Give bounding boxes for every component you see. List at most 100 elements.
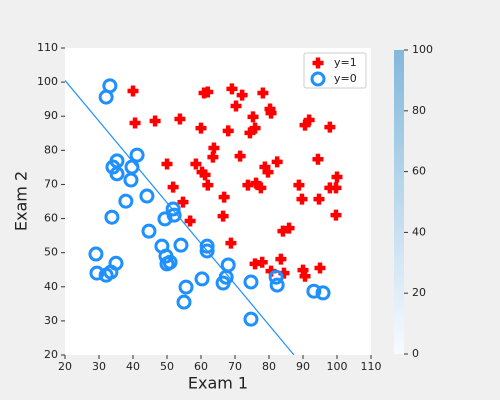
y-tick-label: 110 bbox=[37, 41, 58, 54]
point-circle bbox=[315, 285, 331, 301]
point-plus bbox=[161, 158, 173, 170]
point-plus bbox=[330, 209, 342, 221]
point-plus bbox=[313, 193, 325, 205]
point-circle bbox=[139, 188, 155, 204]
point-plus bbox=[202, 179, 214, 191]
x-tick-label: 100 bbox=[327, 360, 348, 373]
point-plus bbox=[190, 158, 202, 170]
point-plus bbox=[167, 181, 179, 193]
point-plus bbox=[303, 114, 315, 126]
y-tick-label: 100 bbox=[37, 75, 58, 88]
point-circle bbox=[173, 237, 189, 253]
y-tick-label: 20 bbox=[44, 348, 58, 361]
point-plus bbox=[127, 85, 139, 97]
point-circle bbox=[243, 311, 259, 327]
x-axis-label: Exam 1 bbox=[188, 374, 248, 393]
point-plus bbox=[217, 210, 229, 222]
x-tick-label: 110 bbox=[361, 360, 382, 373]
point-circle bbox=[141, 223, 157, 239]
point-plus bbox=[234, 150, 246, 162]
point-circle bbox=[89, 265, 105, 281]
point-plus bbox=[314, 262, 326, 274]
colorbar-tick-label: 80 bbox=[412, 104, 426, 117]
x-tick-label: 70 bbox=[228, 360, 242, 373]
point-plus bbox=[208, 142, 220, 154]
x-tick-label: 80 bbox=[262, 360, 276, 373]
point-circle bbox=[124, 159, 140, 175]
point-circle bbox=[220, 257, 236, 273]
y-axis-label: Exam 2 bbox=[12, 171, 31, 231]
y-tick-label: 60 bbox=[44, 212, 58, 225]
point-circle bbox=[102, 78, 118, 94]
x-tick-label: 90 bbox=[296, 360, 310, 373]
point-plus bbox=[230, 100, 242, 112]
point-plus bbox=[283, 222, 295, 234]
point-plus bbox=[202, 86, 214, 98]
point-plus bbox=[218, 191, 230, 203]
point-circle bbox=[269, 277, 285, 293]
point-plus bbox=[249, 122, 261, 134]
legend-marker bbox=[312, 57, 324, 69]
legend-marker bbox=[310, 71, 326, 87]
point-plus bbox=[331, 171, 343, 183]
x-tick-label: 20 bbox=[58, 360, 72, 373]
point-circle bbox=[176, 294, 192, 310]
colorbar-tick-label: 60 bbox=[412, 165, 426, 178]
legend-label: y=1 bbox=[334, 56, 357, 69]
x-tick-label: 30 bbox=[92, 360, 106, 373]
y-tick-label: 40 bbox=[44, 280, 58, 293]
point-circle bbox=[194, 271, 210, 287]
point-plus bbox=[184, 215, 196, 227]
point-circle bbox=[166, 207, 182, 223]
point-plus bbox=[257, 87, 269, 99]
point-plus bbox=[222, 125, 234, 137]
point-circle bbox=[108, 255, 124, 271]
point-circle bbox=[88, 246, 104, 262]
point-circle bbox=[104, 209, 120, 225]
y-tick-label: 80 bbox=[44, 143, 58, 156]
colorbar-tick-label: 0 bbox=[412, 347, 419, 360]
point-plus bbox=[149, 115, 161, 127]
point-plus bbox=[236, 89, 248, 101]
point-plus bbox=[195, 122, 207, 134]
point-plus bbox=[199, 169, 211, 181]
point-plus bbox=[255, 182, 267, 194]
point-circle bbox=[306, 283, 322, 299]
point-circle bbox=[268, 269, 284, 285]
point-plus bbox=[293, 179, 305, 191]
point-plus bbox=[299, 270, 311, 282]
point-plus bbox=[225, 237, 237, 249]
y-tick-label: 30 bbox=[44, 314, 58, 327]
point-plus bbox=[296, 193, 308, 205]
point-plus bbox=[247, 111, 259, 123]
y-tick-label: 90 bbox=[44, 109, 58, 122]
point-plus bbox=[174, 113, 186, 125]
colorbar-tick-label: 40 bbox=[412, 225, 426, 238]
y-tick-label: 70 bbox=[44, 177, 58, 190]
point-circle bbox=[165, 201, 181, 217]
point-plus bbox=[277, 225, 289, 237]
x-tick-label: 40 bbox=[126, 360, 140, 373]
point-plus bbox=[129, 117, 141, 129]
point-plus bbox=[262, 166, 274, 178]
point-circle bbox=[243, 274, 259, 290]
point-plus bbox=[256, 256, 268, 268]
legend-label: y=0 bbox=[334, 72, 357, 85]
point-circle bbox=[109, 166, 125, 182]
point-circle bbox=[199, 238, 215, 254]
point-plus bbox=[177, 196, 189, 208]
colorbar bbox=[394, 50, 404, 354]
point-plus bbox=[265, 107, 277, 119]
point-plus bbox=[207, 151, 219, 163]
point-plus bbox=[330, 182, 342, 194]
point-plus bbox=[271, 156, 283, 168]
y-tick-label: 50 bbox=[44, 246, 58, 259]
point-plus bbox=[226, 83, 238, 95]
point-plus bbox=[275, 253, 287, 265]
point-circle bbox=[178, 279, 194, 295]
point-circle bbox=[199, 243, 215, 259]
x-tick-label: 50 bbox=[160, 360, 174, 373]
point-plus bbox=[312, 153, 324, 165]
colorbar-tick-label: 20 bbox=[412, 286, 426, 299]
